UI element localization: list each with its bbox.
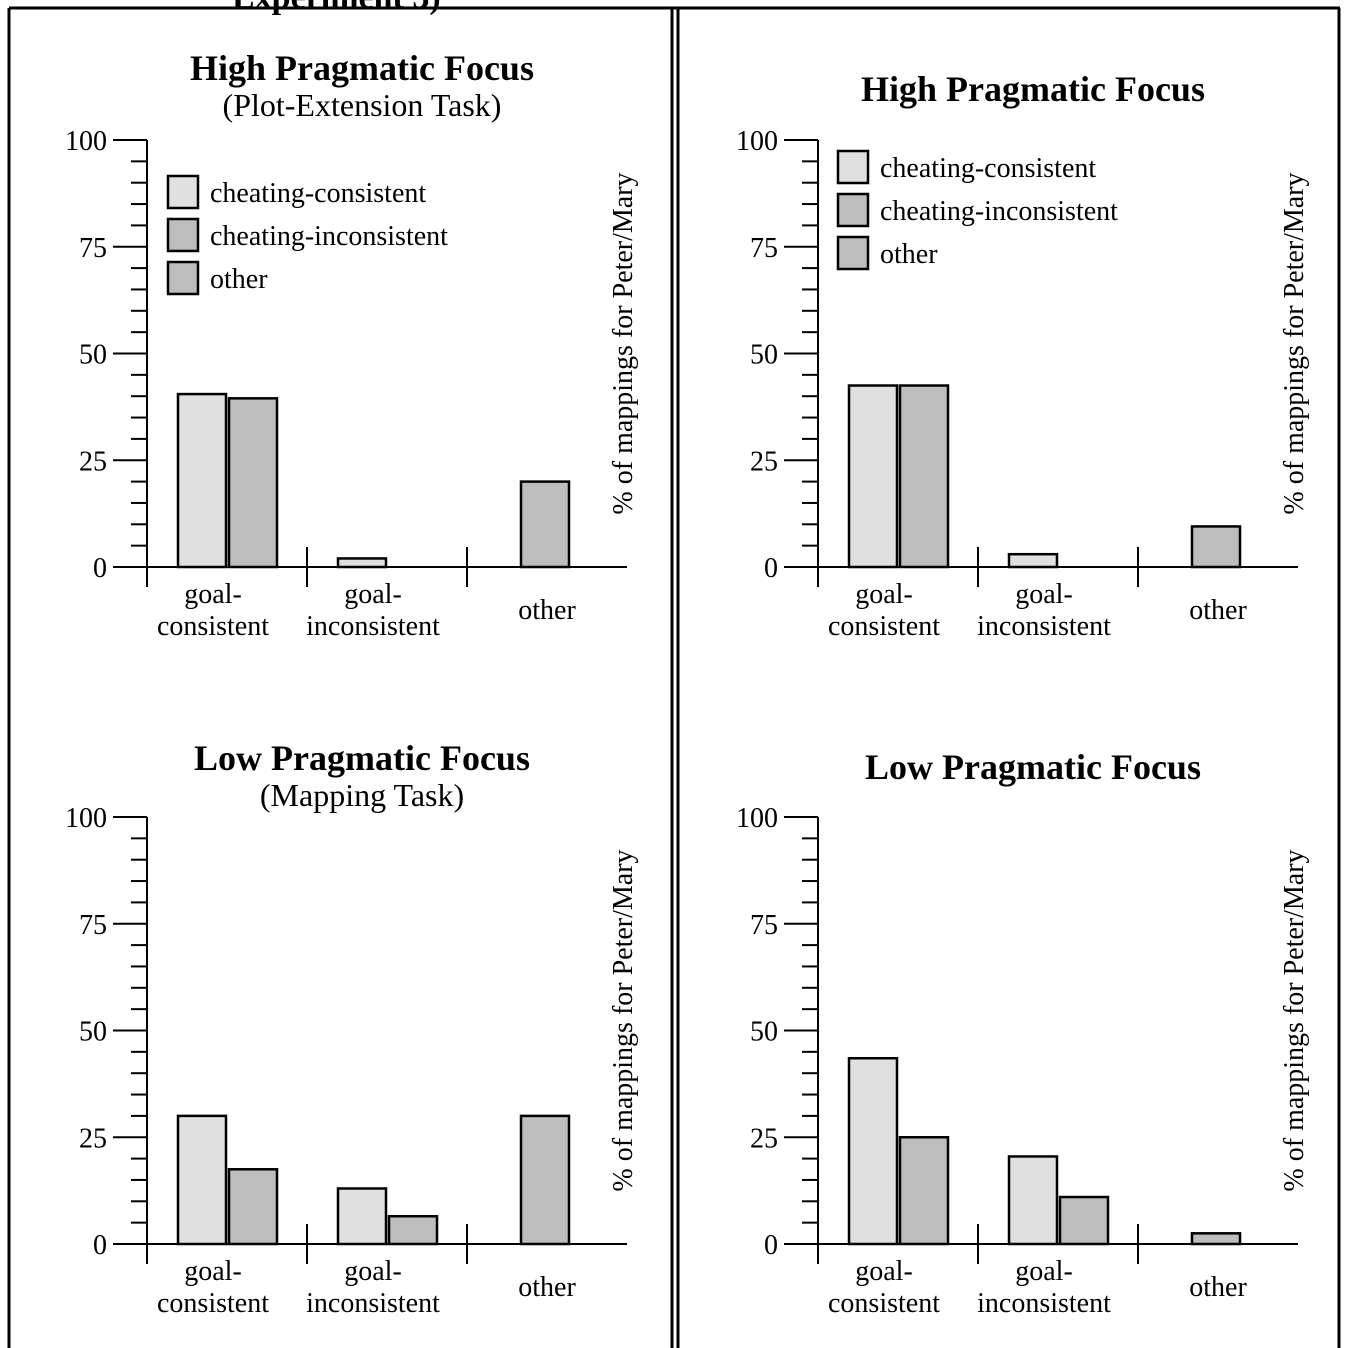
chart-title: High Pragmatic Focus (190, 48, 534, 88)
y-tick-label: 75 (79, 910, 107, 941)
legend-swatch (836, 235, 870, 271)
y-tick-label: 100 (736, 126, 778, 157)
y-tick-label: 100 (65, 803, 107, 834)
bar-cheating-consistent-2 (1007, 1155, 1059, 1246)
x-category-label-line2: consistent (157, 1288, 269, 1319)
y-tick-label: 25 (750, 446, 778, 477)
x-category-label-line1: goal- (344, 1256, 402, 1287)
chart-panel-2: High Pragmatic Focus 0 25 50 75 100 goal-consi… (736, 69, 1310, 642)
x-category-label-line2: consistent (828, 611, 940, 642)
x-category-label-line1: goal- (855, 579, 913, 610)
x-category-label-line1: goal- (344, 579, 402, 610)
y-tick-label: 25 (79, 1123, 107, 1154)
y-tick-label: 75 (79, 233, 107, 264)
y-tick-label: 75 (750, 910, 778, 941)
legend-swatch (166, 260, 200, 296)
x-category-label-line1: goal- (855, 1256, 913, 1287)
x-category-label-line2: inconsistent (977, 611, 1111, 642)
y-tick-label: 25 (79, 446, 107, 477)
bar-cheating-consistent-2 (336, 557, 388, 569)
legend-label: cheating-consistent (210, 178, 426, 209)
bar-cheating-consistent-1 (176, 392, 228, 569)
bar-cheating-consistent-1 (176, 1114, 228, 1246)
bar-cheating-consistent-1 (847, 1057, 899, 1246)
chart-panel-1: High Pragmatic Focus(Plot-Extension Task… (65, 48, 639, 642)
x-category-label-line1: goal- (184, 1256, 242, 1287)
bar-cheating-inconsistent-1 (227, 1168, 279, 1246)
y-tick-label: 25 (750, 1123, 778, 1154)
legend-label: cheating-inconsistent (880, 196, 1118, 227)
y-tick-label: 0 (93, 553, 107, 584)
x-category-label-line2: inconsistent (977, 1288, 1111, 1319)
x-category-label: other (1189, 1272, 1247, 1303)
x-category-label-line2: consistent (828, 1288, 940, 1319)
legend-label: other (210, 264, 268, 295)
legend-swatch (166, 217, 200, 253)
legend-swatch (166, 174, 200, 210)
y-tick-label: 50 (79, 1017, 107, 1048)
y-tick-label: 0 (764, 553, 778, 584)
bar-cheating-inconsistent-2 (387, 1214, 439, 1246)
y-axis-label: % of mappings for Peter/Mary (608, 172, 639, 514)
bar-other-3 (1190, 525, 1242, 569)
bar-cheating-consistent-1 (847, 384, 899, 569)
chart-title: High Pragmatic Focus (861, 69, 1205, 109)
legend-label: cheating-inconsistent (210, 221, 448, 252)
y-tick-label: 100 (736, 803, 778, 834)
legend-label: other (880, 239, 938, 270)
header-fragment: Experiment 3) (232, 0, 441, 16)
chart-panel-4: Low Pragmatic Focus 0 25 50 75 100 goal-consis… (736, 747, 1310, 1319)
y-axis-label: % of mappings for Peter/Mary (608, 849, 639, 1191)
x-category-label-line2: consistent (157, 611, 269, 642)
bar-cheating-inconsistent-1 (227, 397, 279, 569)
bar-other-3 (1190, 1232, 1242, 1246)
bar-cheating-inconsistent-1 (898, 1136, 950, 1246)
x-category-label: other (1189, 595, 1247, 626)
legend-label: cheating-consistent (880, 153, 1096, 184)
x-category-label: other (518, 595, 576, 626)
y-tick-label: 50 (750, 340, 778, 371)
x-category-label-line1: goal- (184, 579, 242, 610)
bar-other-3 (519, 1114, 571, 1246)
bar-cheating-consistent-2 (1007, 552, 1059, 569)
legend-swatch (836, 192, 870, 228)
chart-panel-3: Low Pragmatic Focus(Mapping Task) 0 25 50 75… (65, 738, 639, 1319)
bar-cheating-inconsistent-1 (898, 384, 950, 569)
x-category-label-line1: goal- (1015, 579, 1073, 610)
y-tick-label: 50 (750, 1017, 778, 1048)
y-tick-label: 100 (65, 126, 107, 157)
y-tick-label: 0 (764, 1230, 778, 1261)
chart-title: Low Pragmatic Focus (865, 747, 1201, 787)
chart-subtitle: (Plot-Extension Task) (223, 87, 502, 123)
chart-title: Low Pragmatic Focus (194, 738, 530, 778)
bar-cheating-consistent-2 (336, 1187, 388, 1246)
charts-layer: High Pragmatic Focus(Plot-Extension Task… (65, 48, 1310, 1319)
y-tick-label: 75 (750, 233, 778, 264)
panel-frames (7, 6, 1341, 1348)
y-axis-label: % of mappings for Peter/Mary (1279, 172, 1310, 514)
y-tick-label: 50 (79, 340, 107, 371)
x-category-label: other (518, 1272, 576, 1303)
legend-swatch (836, 149, 870, 185)
x-category-label-line1: goal- (1015, 1256, 1073, 1287)
y-axis-label: % of mappings for Peter/Mary (1279, 849, 1310, 1191)
bar-cheating-inconsistent-2 (1058, 1195, 1110, 1246)
x-category-label-line2: inconsistent (306, 611, 440, 642)
y-tick-label: 0 (93, 1230, 107, 1261)
bar-other-3 (519, 480, 571, 569)
x-category-label-line2: inconsistent (306, 1288, 440, 1319)
chart-subtitle: (Mapping Task) (260, 777, 464, 813)
